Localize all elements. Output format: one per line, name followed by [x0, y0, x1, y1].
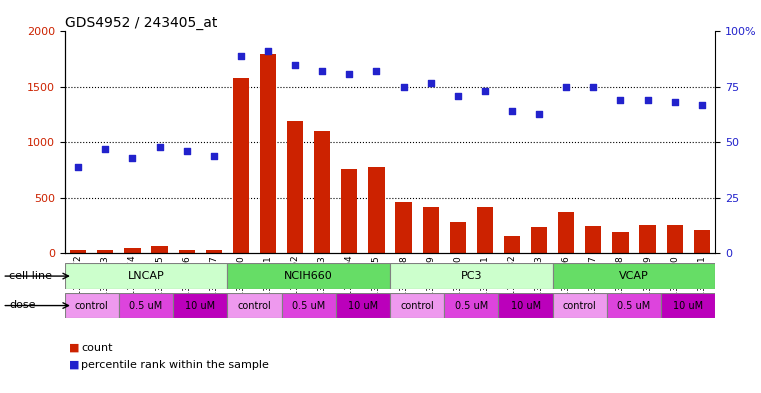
- Text: LNCAP: LNCAP: [128, 271, 164, 281]
- Point: [262, 48, 274, 55]
- Bar: [336, 293, 390, 318]
- Bar: [552, 263, 715, 289]
- Text: 0.5 uM: 0.5 uM: [617, 301, 651, 310]
- Bar: [341, 169, 358, 253]
- Point: [316, 68, 328, 75]
- Point: [99, 146, 111, 152]
- Text: control: control: [237, 301, 272, 310]
- Text: control: control: [75, 301, 109, 310]
- Point: [397, 84, 409, 90]
- Bar: [174, 293, 228, 318]
- Text: percentile rank within the sample: percentile rank within the sample: [81, 360, 269, 370]
- Bar: [558, 212, 575, 253]
- Point: [560, 84, 572, 90]
- Point: [154, 144, 166, 150]
- Point: [72, 164, 84, 170]
- Bar: [476, 207, 493, 253]
- Point: [696, 101, 708, 108]
- Bar: [97, 250, 113, 253]
- Bar: [390, 293, 444, 318]
- Text: 10 uM: 10 uM: [673, 301, 703, 310]
- Bar: [70, 250, 86, 253]
- Text: 0.5 uM: 0.5 uM: [455, 301, 488, 310]
- Bar: [531, 227, 547, 253]
- Text: 10 uM: 10 uM: [185, 301, 215, 310]
- Bar: [205, 250, 222, 253]
- Bar: [228, 263, 390, 289]
- Bar: [450, 222, 466, 253]
- Bar: [228, 293, 282, 318]
- Text: NCIH660: NCIH660: [285, 271, 333, 281]
- Point: [425, 79, 437, 86]
- Text: 0.5 uM: 0.5 uM: [129, 301, 163, 310]
- Text: ■: ■: [68, 360, 79, 370]
- Text: count: count: [81, 343, 113, 353]
- Bar: [667, 225, 683, 253]
- Point: [506, 108, 518, 114]
- Bar: [314, 131, 330, 253]
- Bar: [390, 263, 552, 289]
- Point: [208, 152, 220, 159]
- Text: control: control: [563, 301, 597, 310]
- Point: [289, 62, 301, 68]
- Point: [587, 84, 600, 90]
- Bar: [444, 293, 498, 318]
- Bar: [282, 293, 336, 318]
- Bar: [422, 207, 439, 253]
- Point: [479, 88, 491, 95]
- Bar: [498, 293, 552, 318]
- Bar: [639, 225, 656, 253]
- Text: dose: dose: [9, 300, 36, 310]
- Point: [371, 68, 383, 75]
- Bar: [396, 202, 412, 253]
- Bar: [124, 248, 141, 253]
- Bar: [287, 121, 303, 253]
- Bar: [260, 54, 276, 253]
- Bar: [119, 293, 174, 318]
- Text: PC3: PC3: [460, 271, 482, 281]
- Bar: [552, 293, 607, 318]
- Text: cell line: cell line: [9, 271, 53, 281]
- Bar: [65, 293, 119, 318]
- Point: [452, 93, 464, 99]
- Bar: [151, 246, 167, 253]
- Bar: [694, 230, 710, 253]
- Bar: [233, 78, 249, 253]
- Point: [343, 70, 355, 77]
- Point: [180, 148, 193, 154]
- Bar: [613, 232, 629, 253]
- Text: 0.5 uM: 0.5 uM: [292, 301, 325, 310]
- Point: [126, 155, 139, 161]
- Text: GDS4952 / 243405_at: GDS4952 / 243405_at: [65, 17, 217, 30]
- Bar: [504, 236, 521, 253]
- Point: [533, 110, 545, 117]
- Text: 10 uM: 10 uM: [348, 301, 378, 310]
- Bar: [607, 293, 661, 318]
- Point: [614, 97, 626, 103]
- Text: ■: ■: [68, 343, 79, 353]
- Bar: [65, 263, 228, 289]
- Point: [669, 99, 681, 106]
- Bar: [661, 293, 715, 318]
- Text: 10 uM: 10 uM: [511, 301, 540, 310]
- Bar: [585, 226, 601, 253]
- Bar: [179, 250, 195, 253]
- Point: [235, 53, 247, 59]
- Text: control: control: [400, 301, 434, 310]
- Point: [642, 97, 654, 103]
- Bar: [368, 167, 384, 253]
- Text: VCAP: VCAP: [619, 271, 649, 281]
